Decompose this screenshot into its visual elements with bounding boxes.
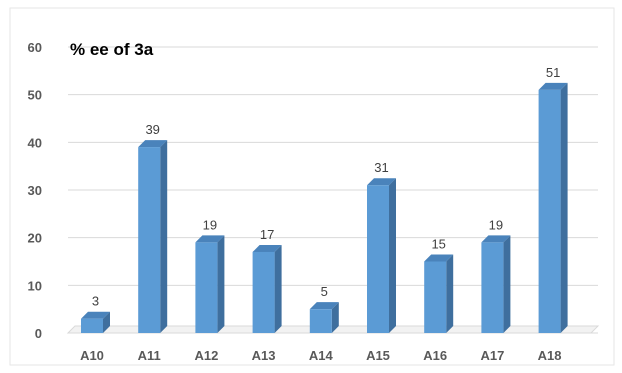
x-tick-label: A15 <box>366 348 390 363</box>
data-label-A15: 31 <box>374 160 388 175</box>
bar-top <box>538 82 568 90</box>
x-tick-label: A11 <box>138 348 161 363</box>
data-label-A16: 15 <box>431 237 445 252</box>
bar-front <box>481 242 504 333</box>
data-label-A14: 5 <box>321 284 328 299</box>
bar-front <box>538 89 561 334</box>
y-tick-label: 30 <box>28 183 42 198</box>
data-labels: 3 39 19 17 5 31 15 19 51 <box>92 65 560 309</box>
bar-A12 <box>195 235 225 333</box>
plot-frame <box>9 7 615 366</box>
y-tick-label: 0 <box>35 326 42 341</box>
bar-side <box>560 82 568 334</box>
x-tick-label: A10 <box>80 348 104 363</box>
bar-A18 <box>538 82 568 334</box>
bar-side <box>503 235 511 333</box>
bar-side <box>103 311 110 333</box>
bar-top <box>252 244 282 252</box>
bar-front <box>195 242 218 333</box>
y-tick-label: 20 <box>28 231 42 246</box>
bar-A13 <box>252 244 282 333</box>
x-tick-label: A12 <box>194 348 218 363</box>
data-label-A18: 51 <box>546 65 560 80</box>
bar-top <box>309 302 339 310</box>
bar-A16 <box>424 254 454 333</box>
bar-side <box>446 254 454 333</box>
data-label-A17: 19 <box>489 217 503 232</box>
bar-front <box>81 318 103 333</box>
data-label-A13: 17 <box>260 227 274 242</box>
bar-A15 <box>367 178 396 333</box>
bar-A11 <box>138 140 168 333</box>
x-tick-label: A17 <box>480 348 504 363</box>
bars <box>81 82 568 334</box>
bar-side <box>331 302 339 333</box>
bar-front <box>367 185 389 333</box>
bar-A14 <box>309 302 339 333</box>
y-tick-label: 10 <box>28 278 42 293</box>
bar-front <box>138 147 161 333</box>
bar-top <box>424 254 454 262</box>
bar-side <box>274 244 282 333</box>
x-tick-label: A14 <box>309 348 334 363</box>
data-label-A10: 3 <box>92 294 99 309</box>
data-label-A12: 19 <box>203 217 217 232</box>
bar-top <box>138 140 168 148</box>
chart-title: % ee of 3a <box>70 40 154 59</box>
bar-A17 <box>481 235 511 333</box>
y-tick-label: 40 <box>28 135 42 150</box>
y-tick-label: 60 <box>28 40 42 55</box>
x-tick-label: A13 <box>252 348 276 363</box>
x-tick-label: A18 <box>538 348 562 363</box>
x-tick-label: A16 <box>423 348 447 363</box>
data-label-A11: 39 <box>145 122 159 137</box>
bar-top <box>481 235 511 243</box>
bar-front <box>252 251 275 333</box>
bar-top <box>81 311 110 319</box>
bar-side <box>217 235 225 333</box>
x-axis: A10 A11 A12 A13 A14 A15 A16 A17 A18 <box>80 348 561 363</box>
bar-A10 <box>81 311 110 333</box>
bar-side <box>389 178 396 333</box>
y-axis: 0 10 20 30 40 50 60 <box>28 40 42 341</box>
bar-top <box>195 235 225 243</box>
bar-top <box>367 178 396 186</box>
bar-front <box>309 309 332 333</box>
y-tick-label: 50 <box>28 88 42 103</box>
bar-side <box>160 140 168 333</box>
bar-front <box>424 261 447 333</box>
